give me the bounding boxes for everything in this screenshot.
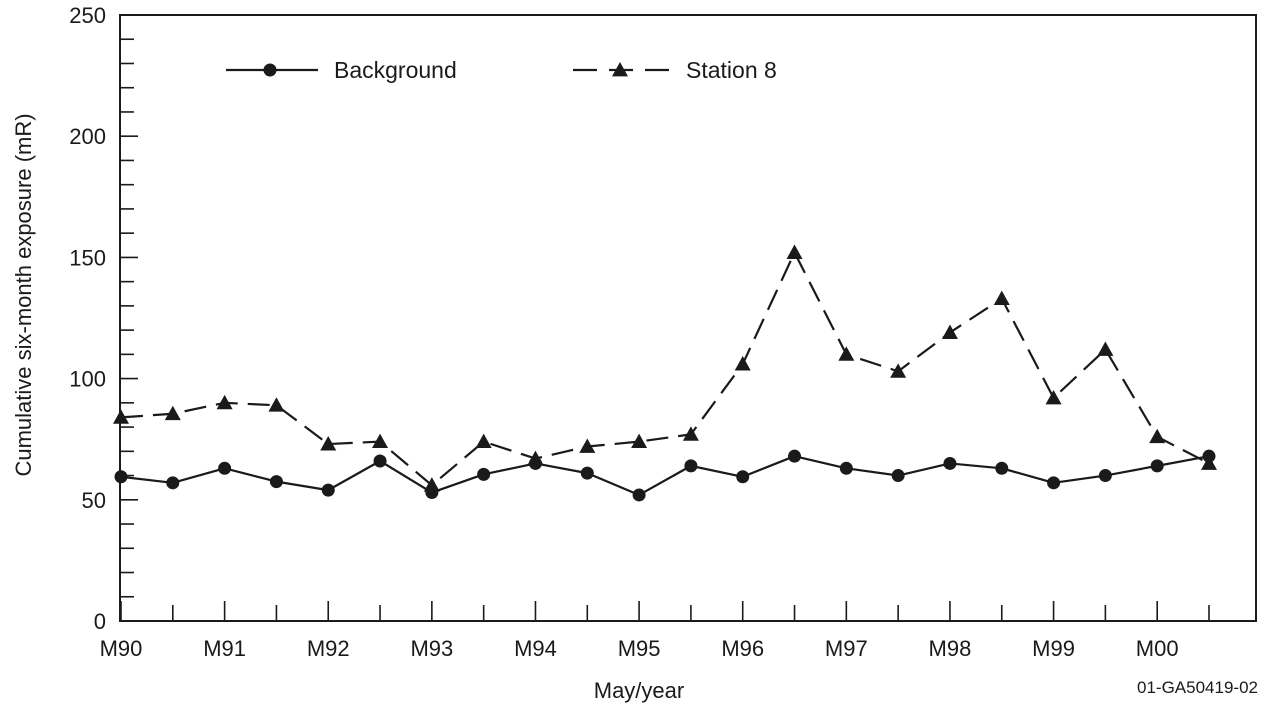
data-point — [995, 461, 1009, 475]
data-point — [682, 426, 699, 441]
data-point — [321, 483, 335, 497]
data-point — [943, 456, 957, 470]
x-tick-label: M91 — [203, 636, 246, 661]
data-point — [736, 470, 750, 484]
data-point — [632, 488, 646, 502]
data-point — [477, 467, 491, 481]
y-tick-label: 250 — [69, 3, 106, 28]
x-tick-label: M98 — [929, 636, 972, 661]
data-point — [890, 363, 907, 378]
data-point — [113, 409, 129, 424]
y-axis-title: Cumulative six-month exposure (mR) — [11, 113, 36, 476]
data-point — [423, 477, 440, 492]
plot-frame — [119, 14, 1257, 622]
data-point — [372, 433, 389, 449]
x-tick-label: M95 — [618, 636, 661, 661]
data-point — [1097, 341, 1114, 356]
data-point — [373, 454, 387, 468]
legend-item-station-8: Station 8 — [573, 57, 777, 83]
legend-label-background: Background — [334, 57, 457, 83]
data-point — [734, 356, 751, 371]
series-background — [114, 449, 1216, 502]
x-tick-label: M97 — [825, 636, 868, 661]
data-point — [1150, 459, 1164, 473]
data-point — [218, 461, 232, 475]
x-tick-label: M99 — [1032, 636, 1075, 661]
data-point — [580, 466, 594, 480]
data-point — [838, 346, 855, 361]
y-tick-label: 150 — [69, 245, 106, 270]
data-point — [993, 290, 1010, 306]
data-point — [527, 450, 544, 465]
data-point — [269, 475, 283, 489]
x-tick-label: M93 — [410, 636, 453, 661]
series-line — [120, 455, 1210, 497]
data-point — [684, 459, 698, 473]
data-point — [1201, 455, 1217, 470]
data-point — [788, 449, 802, 463]
data-point — [166, 476, 180, 490]
x-axis-title: May/year — [594, 678, 684, 703]
legend-label-station-8: Station 8 — [686, 57, 777, 83]
y-tick-label: 50 — [82, 488, 106, 513]
data-point — [114, 470, 128, 484]
data-point — [164, 405, 181, 421]
series-layer — [113, 244, 1217, 502]
series-station-8 — [113, 244, 1217, 492]
data-point — [475, 433, 492, 449]
y-tick-label: 200 — [69, 124, 106, 149]
series-line — [120, 251, 1210, 487]
data-point — [631, 433, 648, 449]
x-tick-label: M94 — [514, 636, 557, 661]
legend-marker-station-8 — [612, 62, 628, 77]
data-point — [786, 244, 803, 259]
data-point — [1098, 469, 1112, 483]
figure-id: 01-GA50419-02 — [1137, 678, 1258, 697]
axes: 0 50 100 150 200 250 M90 M91 M92 M93 M94 M95 M96 M97 M… — [69, 3, 1257, 661]
data-point — [1149, 428, 1166, 444]
data-point — [579, 438, 596, 453]
x-tick-label: M00 — [1136, 636, 1179, 661]
data-point — [891, 469, 905, 483]
data-point — [216, 394, 233, 410]
data-point — [268, 397, 285, 412]
data-point — [941, 324, 958, 339]
y-tick-label: 100 — [69, 367, 106, 392]
data-point — [320, 436, 337, 451]
x-tick-label: M90 — [100, 636, 143, 661]
legend-item-background: Background — [226, 57, 457, 83]
legend: Background Station 8 — [226, 57, 777, 83]
data-point — [1045, 389, 1062, 405]
data-point — [839, 461, 853, 475]
legend-marker-background — [263, 63, 277, 77]
y-tick-label: 0 — [94, 609, 106, 634]
x-tick-label: M96 — [721, 636, 764, 661]
data-point — [1047, 476, 1061, 490]
x-tick-label: M92 — [307, 636, 350, 661]
